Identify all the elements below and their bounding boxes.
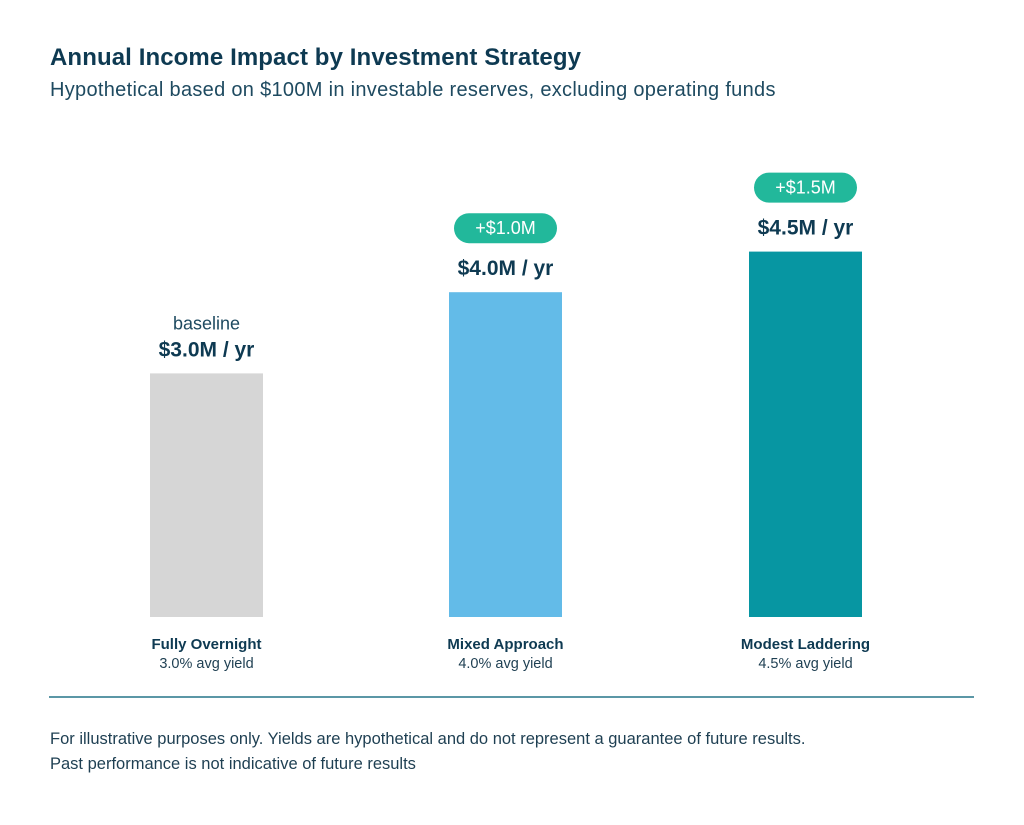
value-label: $4.5M / yr (758, 217, 854, 240)
bar-fully-overnight (150, 373, 263, 617)
category-sublabel: 3.0% avg yield (159, 656, 253, 672)
category-sublabel: 4.0% avg yield (458, 656, 552, 672)
chart-subtitle: Hypothetical based on $100M in investabl… (50, 79, 776, 101)
footnote-line-2: Past performance is not indicative of fu… (50, 755, 416, 773)
delta-pill-label: +$1.0M (475, 218, 536, 238)
delta-pill (454, 213, 557, 244)
category-label: Modest Laddering (741, 636, 870, 653)
value-label: $3.0M / yr (159, 338, 255, 361)
category-sublabel: 4.5% avg yield (758, 656, 852, 672)
category-label: Mixed Approach (447, 636, 563, 653)
footnote-line-1: For illustrative purposes only. Yields a… (50, 730, 806, 748)
baseline-label: baseline (173, 313, 240, 333)
footnote-divider (49, 696, 974, 698)
delta-pill (754, 172, 857, 203)
chart-title: Annual Income Impact by Investment Strat… (50, 44, 582, 71)
bar-modest-laddering (749, 251, 862, 617)
bar-mixed-approach (449, 292, 562, 617)
delta-pill-label: +$1.5M (775, 178, 836, 198)
value-label: $4.0M / yr (458, 257, 554, 280)
category-label: Fully Overnight (151, 636, 261, 653)
